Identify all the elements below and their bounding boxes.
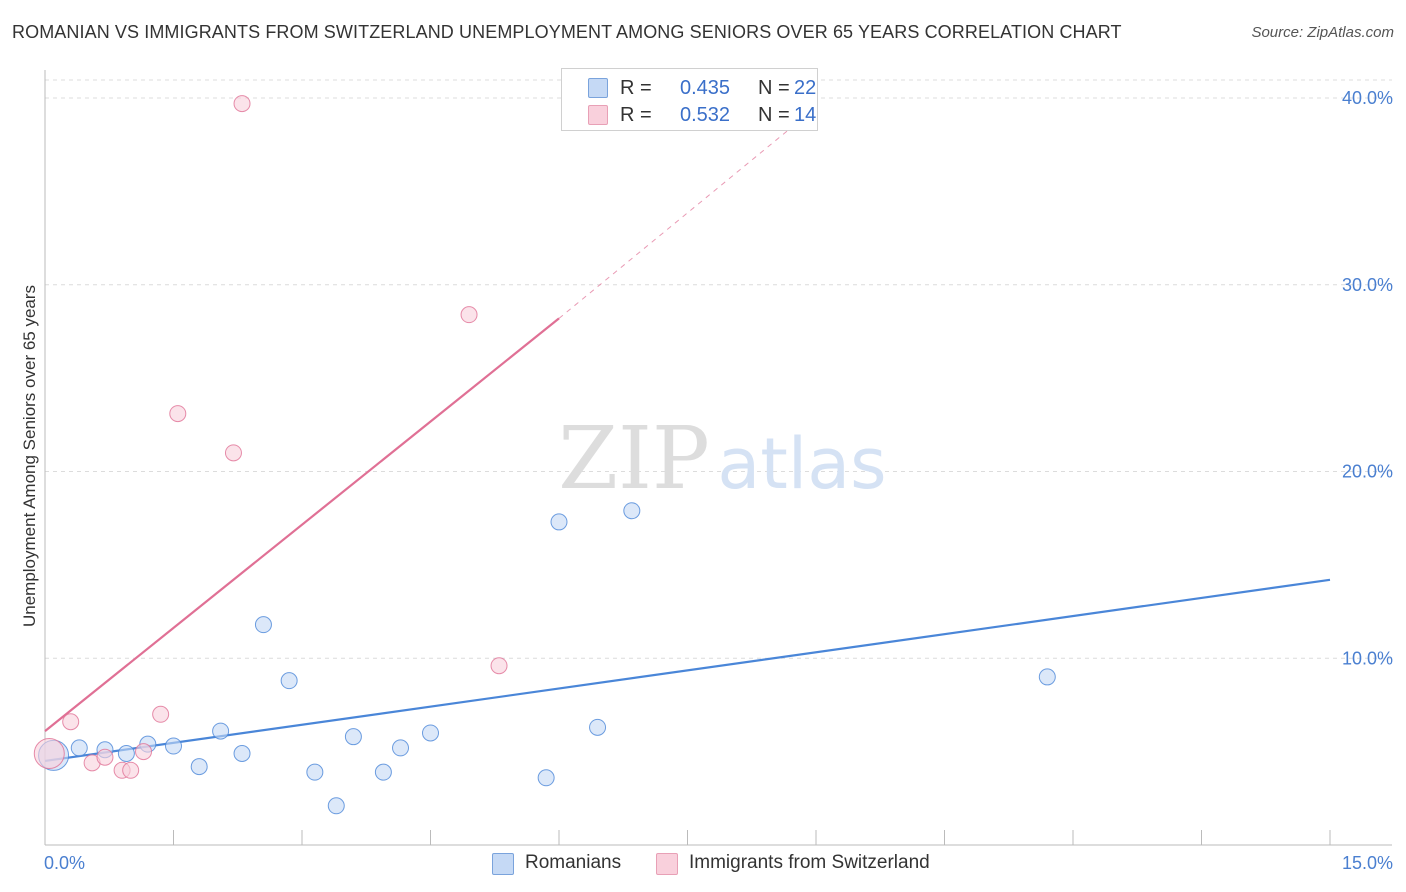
data-point <box>135 743 153 761</box>
data-point <box>490 657 508 675</box>
data-point <box>254 616 272 634</box>
x-tick-label: 15.0% <box>1342 853 1393 873</box>
data-point <box>280 672 298 690</box>
legend-n-label: N = <box>758 104 790 126</box>
data-point <box>190 758 208 776</box>
data-point <box>306 763 324 781</box>
data-point <box>33 737 65 769</box>
data-point <box>344 728 362 746</box>
y-tick-label: 20.0% <box>1342 462 1393 482</box>
data-points <box>33 95 1056 815</box>
data-point <box>537 769 555 787</box>
y-tick-label: 10.0% <box>1342 648 1393 668</box>
data-point <box>550 513 568 531</box>
legend-swatch-switzerland <box>588 105 608 125</box>
watermark: ZIP atlas <box>558 409 886 509</box>
correlation-legend: R = 0.435 N = 22 R = 0.532 N = 14 <box>561 68 818 131</box>
watermark-zip: ZIP <box>558 409 710 509</box>
data-point <box>233 95 251 113</box>
source-label: Source: ZipAtlas.com <box>1251 24 1394 41</box>
data-point <box>374 763 392 781</box>
data-point <box>623 502 641 520</box>
y-tick-label: 40.0% <box>1342 88 1393 108</box>
legend-r-value: 0.435 <box>680 77 731 99</box>
axes <box>44 70 1392 846</box>
trend-line <box>44 317 560 732</box>
legend-swatch-romanians <box>588 78 608 98</box>
data-point <box>212 722 230 740</box>
data-point <box>1038 668 1056 686</box>
legend-n-label: N = <box>758 77 790 99</box>
x-tick-label: 0.0% <box>44 853 85 873</box>
data-point <box>169 405 187 423</box>
data-point <box>96 748 114 766</box>
bottom-legend-label: Immigrants from Switzerland <box>689 852 930 873</box>
watermark-atlas: atlas <box>717 423 886 505</box>
data-point <box>152 705 170 723</box>
data-point <box>422 724 439 742</box>
chart-title: ROMANIAN VS IMMIGRANTS FROM SWITZERLAND … <box>12 22 1122 42</box>
bottom-legend-swatch-romanians <box>492 853 514 875</box>
data-point <box>165 737 182 755</box>
data-point <box>460 306 478 324</box>
y-axis-label: Unemployment Among Seniors over 65 years <box>20 285 39 627</box>
data-point <box>62 713 80 731</box>
legend-r-value: 0.532 <box>680 104 731 126</box>
trend-line-extension <box>558 106 817 319</box>
y-tick-label: 30.0% <box>1342 275 1393 295</box>
data-point <box>117 744 135 762</box>
bottom-legend-label: Romanians <box>525 852 622 873</box>
data-point <box>224 444 242 462</box>
data-point <box>122 761 140 779</box>
data-point <box>70 739 88 757</box>
trend-lines <box>44 106 1331 763</box>
data-point <box>392 739 410 757</box>
legend-r-label: R = <box>620 77 652 99</box>
trend-line <box>44 578 1331 763</box>
data-point <box>233 744 251 762</box>
grid-lines <box>45 79 1392 659</box>
legend-n-value: 14 <box>794 104 817 126</box>
data-point <box>327 797 345 815</box>
data-point <box>589 718 607 736</box>
tick-labels: 10.0% 20.0% 30.0% 40.0% 0.0% 15.0% <box>44 88 1393 873</box>
legend-r-label: R = <box>620 104 652 126</box>
legend-n-value: 22 <box>794 77 817 99</box>
bottom-legend-swatch-switzerland <box>656 853 678 875</box>
